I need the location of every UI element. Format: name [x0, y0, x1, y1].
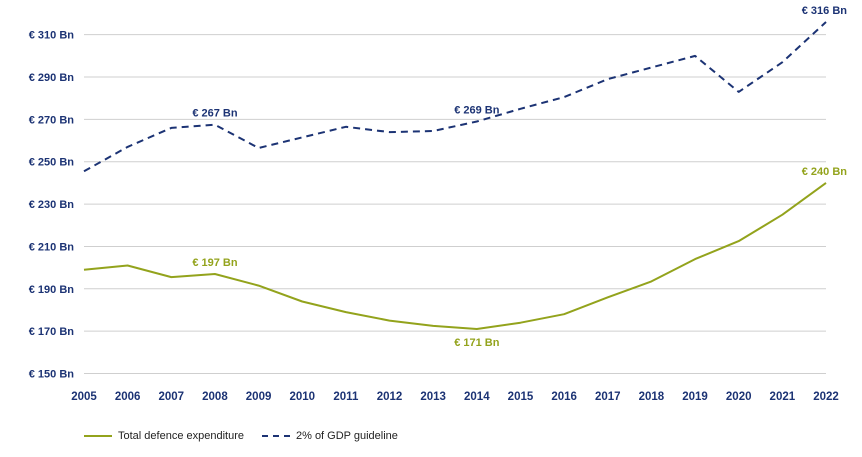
data-label: € 240 Bn	[802, 166, 848, 178]
data-labels: € 267 Bn € 269 Bn € 316 Bn € 197 Bn € 171 Bn…	[192, 5, 847, 349]
y-tick-label: € 250 Bn	[29, 157, 75, 169]
x-tick-label: 2007	[158, 391, 184, 403]
legend-label-defence: Total defence expenditure	[118, 430, 244, 442]
y-axis-ticks: € 150 Bn € 170 Bn € 190 Bn € 210 Bn € 230 Bn…	[29, 30, 75, 381]
y-tick-label: € 170 Bn	[29, 326, 75, 338]
legend-swatch-solid	[84, 435, 112, 437]
series-line-defence	[83, 182, 827, 330]
data-label: € 269 Bn	[454, 105, 500, 117]
x-tick-label: 2006	[115, 391, 141, 403]
legend-item-defence: Total defence expenditure	[84, 430, 244, 442]
x-tick-label: 2014	[464, 391, 490, 403]
x-axis-ticks: 2005 2006 2007 2008 2009 2010 2011 2012 2013 2014…	[71, 391, 839, 403]
y-tick-label: € 190 Bn	[29, 284, 75, 296]
legend: Total defence expenditure 2% of GDP guid…	[84, 430, 416, 442]
x-tick-label: 2017	[595, 391, 621, 403]
x-tick-label: 2009	[246, 391, 272, 403]
y-tick-label: € 150 Bn	[29, 369, 75, 381]
legend-item-guideline: 2% of GDP guideline	[261, 430, 398, 442]
y-tick-label: € 230 Bn	[29, 199, 75, 211]
x-tick-label: 2022	[813, 391, 839, 403]
data-label: € 316 Bn	[802, 5, 848, 17]
line-chart: € 150 Bn € 170 Bn € 190 Bn € 210 Bn € 230 Bn…	[29, 5, 848, 403]
data-label: € 171 Bn	[454, 337, 500, 349]
x-tick-label: 2019	[682, 391, 708, 403]
y-tick-label: € 310 Bn	[29, 30, 75, 42]
gridlines	[84, 34, 826, 374]
x-tick-label: 2020	[726, 391, 752, 403]
x-tick-label: 2021	[770, 391, 796, 403]
x-tick-label: 2010	[289, 391, 315, 403]
x-tick-label: 2016	[551, 391, 577, 403]
x-tick-label: 2011	[333, 391, 359, 403]
x-tick-label: 2008	[202, 391, 228, 403]
x-tick-label: 2015	[508, 391, 534, 403]
legend-label-guideline: 2% of GDP guideline	[295, 430, 398, 442]
x-tick-label: 2012	[377, 391, 403, 403]
data-label: € 267 Bn	[192, 108, 238, 120]
x-tick-label: 2018	[639, 391, 665, 403]
x-tick-label: 2005	[71, 391, 97, 403]
series-line-guideline	[83, 21, 827, 173]
series-lines	[83, 21, 827, 330]
y-tick-label: € 270 Bn	[29, 114, 75, 126]
y-tick-label: € 290 Bn	[29, 72, 75, 84]
x-tick-label: 2013	[420, 391, 446, 403]
y-tick-label: € 210 Bn	[29, 241, 75, 253]
legend-swatch-dashed	[261, 435, 290, 437]
data-label: € 197 Bn	[192, 257, 238, 269]
